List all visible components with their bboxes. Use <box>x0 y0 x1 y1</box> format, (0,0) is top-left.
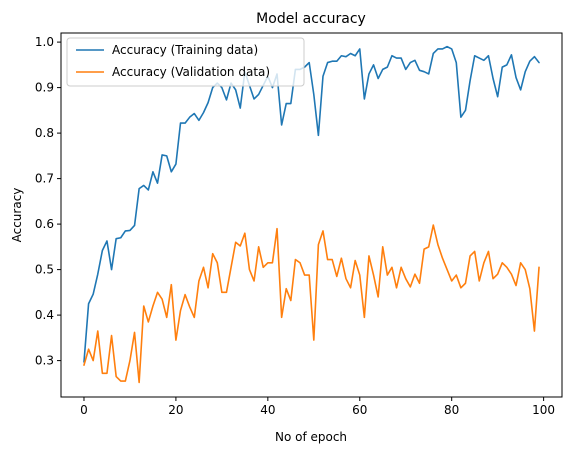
y-tick-label: 0.6 <box>35 217 54 231</box>
x-tick-label: 60 <box>352 403 367 417</box>
y-tick-label: 1.0 <box>35 35 54 49</box>
y-tick-label: 0.4 <box>35 308 54 322</box>
series-layer <box>83 45 540 384</box>
x-tick-label: 100 <box>532 403 555 417</box>
plot-frame <box>60 32 563 398</box>
legend-label-training: Accuracy (Training data) <box>112 43 258 57</box>
x-tick-label: 0 <box>80 403 88 417</box>
series-line-0 <box>83 45 540 363</box>
legend: Accuracy (Training data) Accuracy (Valid… <box>66 37 305 87</box>
x-tick-label: 40 <box>260 403 275 417</box>
series-line-1 <box>83 224 540 384</box>
chart-title: Model accuracy <box>256 11 366 27</box>
y-tick-label: 0.8 <box>35 126 54 140</box>
y-tick-label: 0.3 <box>35 354 54 368</box>
y-tick-label: 0.7 <box>35 172 54 186</box>
y-tick-label: 0.5 <box>35 263 54 277</box>
x-axis-label: No of epoch <box>275 430 347 444</box>
x-axis: 0 20 40 60 80 100 <box>80 397 555 417</box>
legend-box <box>66 37 305 87</box>
y-axis: 0.3 0.4 0.5 0.6 0.7 0.8 0.9 1.0 <box>35 35 61 368</box>
y-tick-label: 0.9 <box>35 81 54 95</box>
x-tick-label: 20 <box>168 403 183 417</box>
legend-label-validation: Accuracy (Validation data) <box>112 65 270 79</box>
y-axis-label: Accuracy <box>10 188 24 243</box>
x-tick-label: 80 <box>444 403 459 417</box>
